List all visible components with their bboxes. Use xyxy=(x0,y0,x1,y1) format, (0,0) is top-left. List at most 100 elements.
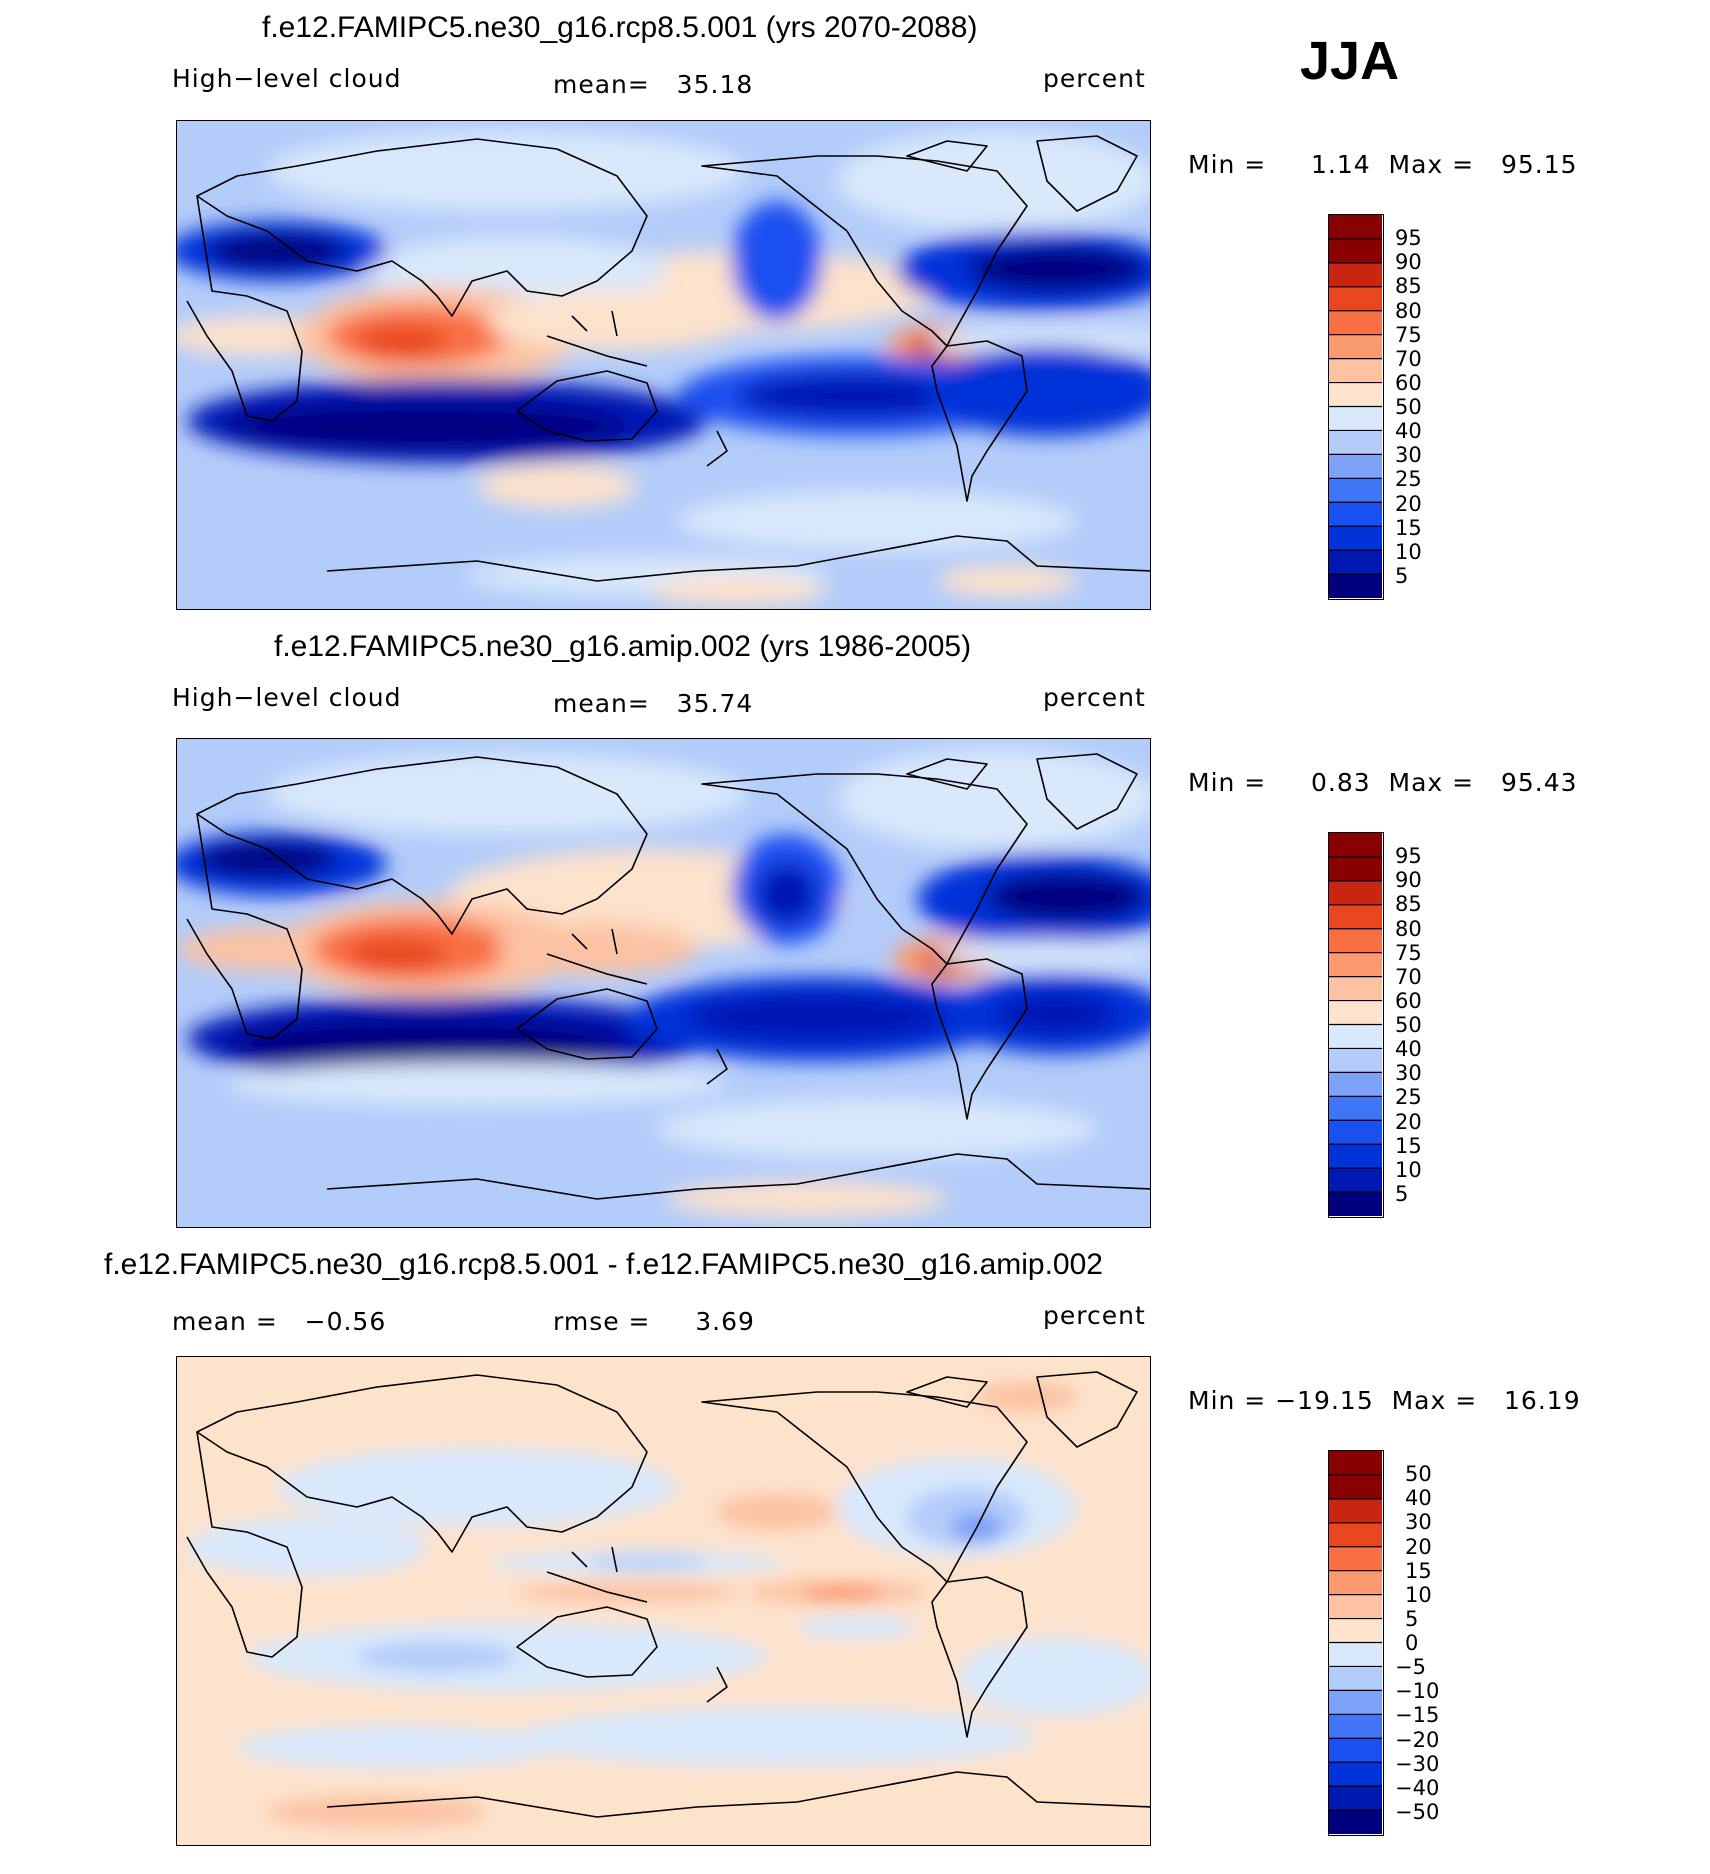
colorbar-swatch xyxy=(1329,1642,1382,1667)
colorbar-tick-label: 10 xyxy=(1405,1582,1432,1607)
colorbar-swatch xyxy=(1329,1144,1382,1169)
panel1-mean: mean= 35.18 xyxy=(553,70,754,99)
colorbar-swatch xyxy=(1329,1048,1382,1073)
colorbar-tick-label: −5 xyxy=(1395,1655,1426,1680)
colorbar-tick-label: 80 xyxy=(1395,298,1422,323)
colorbar-tick-label: 5 xyxy=(1395,1181,1409,1206)
panel3-coastlines xyxy=(186,1371,1150,1818)
colorbar-swatch xyxy=(1329,1000,1382,1025)
colorbar-swatch xyxy=(1329,1618,1382,1643)
season-label: JJA xyxy=(1300,31,1400,91)
panel1-map xyxy=(176,120,1151,610)
colorbar-tick-label: 95 xyxy=(1395,844,1422,869)
colorbar-swatch xyxy=(1329,1451,1382,1476)
panel3-colorbar xyxy=(1328,1450,1384,1836)
colorbar-tick-label: 40 xyxy=(1405,1486,1432,1511)
colorbar-swatch xyxy=(1329,952,1382,978)
colorbar-tick-label: 10 xyxy=(1395,1157,1422,1182)
colorbar-tick-label: 80 xyxy=(1395,916,1422,941)
colorbar-swatch xyxy=(1329,1762,1382,1787)
colorbar-swatch xyxy=(1329,976,1382,1002)
colorbar-tick-label: 40 xyxy=(1395,419,1422,444)
colorbar-tick-label: 15 xyxy=(1405,1558,1432,1583)
colorbar-swatch xyxy=(1329,1120,1382,1145)
panel1-colorbar xyxy=(1328,214,1384,600)
panel1-units: percent xyxy=(1043,64,1146,93)
panel2-variable: High−level cloud xyxy=(172,683,402,712)
colorbar-swatch xyxy=(1329,1738,1382,1763)
colorbar-swatch xyxy=(1329,430,1382,455)
colorbar-tick-label: 75 xyxy=(1395,940,1422,965)
colorbar-tick-label: 10 xyxy=(1395,539,1422,564)
panel3-background-field xyxy=(177,1357,1150,1845)
colorbar-swatch xyxy=(1329,1474,1382,1500)
colorbar-tick-label: 50 xyxy=(1405,1462,1432,1487)
colorbar-swatch xyxy=(1329,1192,1382,1216)
colorbar-tick-label: 90 xyxy=(1395,250,1422,275)
colorbar-swatch xyxy=(1329,1168,1382,1193)
colorbar-swatch xyxy=(1329,358,1382,384)
colorbar-swatch xyxy=(1329,904,1382,930)
colorbar-swatch xyxy=(1329,406,1382,431)
colorbar-tick-label: −15 xyxy=(1395,1703,1440,1728)
colorbar-swatch xyxy=(1329,238,1382,264)
colorbar-tick-label: 95 xyxy=(1395,226,1422,251)
colorbar-swatch xyxy=(1329,856,1382,882)
panel2-colorbar xyxy=(1328,832,1384,1218)
panel3-units: percent xyxy=(1043,1301,1146,1330)
colorbar-swatch xyxy=(1329,1498,1382,1524)
panel3-rmse: rmse = 3.69 xyxy=(553,1307,755,1336)
colorbar-tick-label: 5 xyxy=(1395,563,1409,588)
colorbar-tick-label: 30 xyxy=(1395,443,1422,468)
colorbar-tick-label: 70 xyxy=(1395,346,1422,371)
panel1-coastlines xyxy=(186,135,1150,582)
colorbar-tick-label: 30 xyxy=(1405,1510,1432,1535)
panel3-minmax: Min = −19.15 Max = 16.19 xyxy=(1188,1386,1581,1415)
colorbar-swatch xyxy=(1329,1072,1382,1097)
colorbar-tick-label: 20 xyxy=(1405,1534,1432,1559)
panel3-map xyxy=(176,1356,1151,1846)
colorbar-tick-label: 20 xyxy=(1395,491,1422,516)
panel3-mean: mean = −0.56 xyxy=(172,1307,387,1336)
colorbar-swatch xyxy=(1329,478,1382,503)
colorbar-swatch xyxy=(1329,1570,1382,1596)
colorbar-swatch xyxy=(1329,1546,1382,1572)
colorbar-swatch xyxy=(1329,454,1382,479)
colorbar-tick-label: 50 xyxy=(1395,395,1422,419)
colorbar-swatch xyxy=(1329,574,1382,598)
colorbar-tick-label: 25 xyxy=(1395,1085,1422,1110)
panel1-minmax: Min = 1.14 Max = 95.15 xyxy=(1188,150,1578,179)
colorbar-swatch xyxy=(1329,215,1382,240)
colorbar-swatch xyxy=(1329,1024,1382,1049)
colorbar-tick-label: 85 xyxy=(1395,892,1422,917)
colorbar-tick-label: 60 xyxy=(1395,370,1422,395)
colorbar-tick-label: 85 xyxy=(1395,274,1422,299)
colorbar-swatch xyxy=(1329,382,1382,407)
colorbar-tick-label: 15 xyxy=(1395,515,1422,540)
panel2-minmax: Min = 0.83 Max = 95.43 xyxy=(1188,768,1578,797)
colorbar-swatch xyxy=(1329,1666,1382,1691)
colorbar-tick-label: 40 xyxy=(1395,1037,1422,1062)
colorbar-swatch xyxy=(1329,310,1382,336)
colorbar-tick-label: 60 xyxy=(1395,988,1422,1013)
colorbar-tick-label: 70 xyxy=(1395,964,1422,989)
colorbar-tick-label: 50 xyxy=(1395,1013,1422,1037)
colorbar-swatch xyxy=(1329,880,1382,906)
colorbar-tick-label: 20 xyxy=(1395,1109,1422,1134)
colorbar-tick-label: 90 xyxy=(1395,868,1422,893)
colorbar-tick-label: −20 xyxy=(1395,1727,1440,1752)
colorbar-tick-label: −50 xyxy=(1395,1799,1440,1824)
colorbar-swatch xyxy=(1329,526,1382,551)
colorbar-swatch xyxy=(1329,1522,1382,1548)
panel3-title: f.e12.FAMIPC5.ne30_g16.rcp8.5.001 - f.e1… xyxy=(104,1248,1103,1281)
colorbar-tick-label: 30 xyxy=(1395,1061,1422,1086)
colorbar-swatch xyxy=(1329,1594,1382,1620)
panel2-coastlines xyxy=(186,753,1150,1200)
colorbar-tick-label: 15 xyxy=(1395,1133,1422,1158)
colorbar-swatch xyxy=(1329,502,1382,527)
colorbar-swatch xyxy=(1329,1786,1382,1811)
panel2-mean: mean= 35.74 xyxy=(553,689,754,718)
colorbar-swatch xyxy=(1329,262,1382,288)
panel2-title: f.e12.FAMIPC5.ne30_g16.amip.002 (yrs 198… xyxy=(274,630,972,663)
colorbar-tick-label: 75 xyxy=(1395,322,1422,347)
